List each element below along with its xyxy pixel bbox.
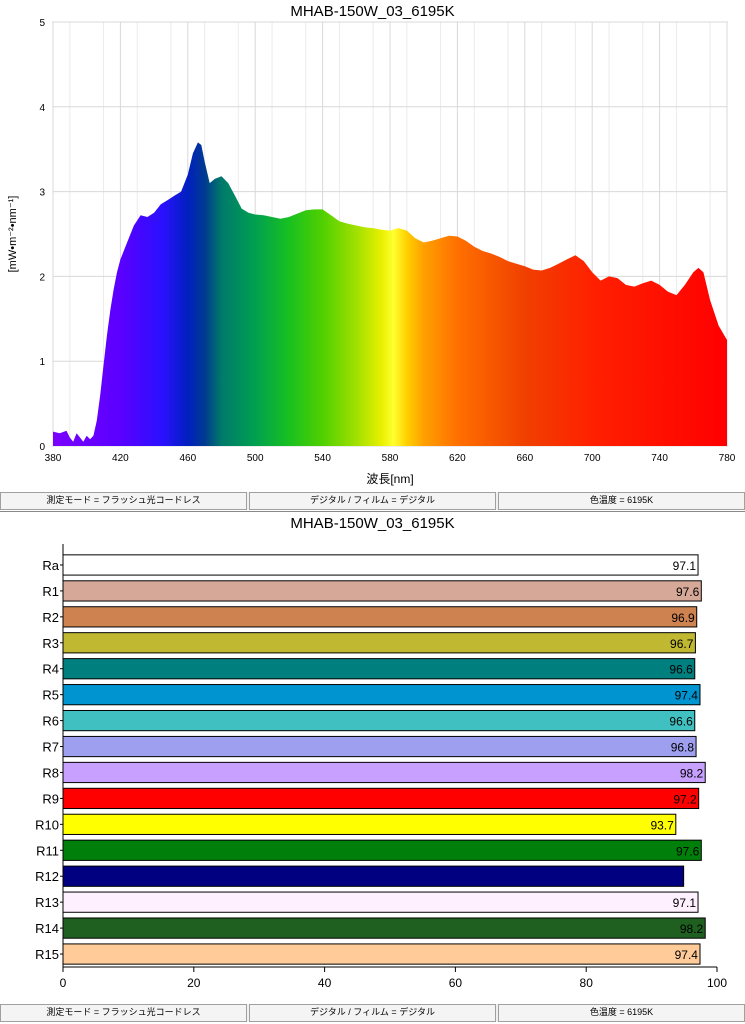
value-label: 97.6 [676,844,700,858]
bar-r9 [62,787,700,810]
category-label: R7 [42,740,59,755]
spectrum-panel: MHAB-150W_03_6195K 380 420 460 500 540 580 620… [0,3,745,510]
bar-r3 [62,632,696,654]
category-label: R10 [35,817,59,832]
category-label: R3 [42,636,59,651]
value-label: 96.9 [671,611,695,625]
panel-divider [0,511,745,512]
x-axis-label: 波長[nm] [366,472,413,486]
x-tick-label: 500 [247,453,264,464]
bar-r11 [62,839,702,861]
status-bar-bottom: 測定モード = フラッシュ光コードレス デジタル / フィルム = デジタル 色… [0,1004,745,1022]
x-tick-label: 620 [449,453,466,464]
category-label: R11 [36,843,59,858]
x-tick-label: 660 [516,453,533,464]
category-label: Ra [42,558,59,573]
bar-r5 [62,684,701,706]
x-tick-label: 20 [187,976,201,990]
category-label: R9 [42,791,59,806]
bar-r2 [62,606,698,628]
bar-r10 [62,813,677,835]
spectrum-chart: 380 420 460 500 540 580 620 660 700 740 780 0 1 2 3 4 5 波… [7,18,736,486]
value-label: 97.2 [673,792,697,806]
status-digital: デジタル / フィルム = デジタル [249,492,496,510]
x-tick-label: 740 [651,453,668,464]
bar-r14 [62,917,706,939]
x-tick-label: 580 [382,453,399,464]
bar-r12 [62,865,685,887]
category-label: R14 [35,921,59,936]
x-tick-label: 100 [707,976,727,990]
category-label: R15 [35,947,59,962]
y-tick-label: 2 [39,272,45,283]
status-mode: 測定モード = フラッシュ光コードレス [0,492,247,510]
value-label: 96.8 [671,741,695,755]
value-label: 97.4 [675,689,699,703]
value-label: 97.1 [673,559,697,573]
x-tick-label: 540 [314,453,331,464]
bar-r7 [62,735,697,758]
status-mode: 測定モード = フラッシュ光コードレス [0,1004,247,1022]
value-label: 96.6 [669,715,693,729]
category-label: R12 [35,869,59,884]
x-tick-label: 380 [45,453,62,464]
value-label: 96.6 [669,663,693,677]
cri-chart-title: MHAB-150W_03_6195K [290,515,455,532]
value-label: 96.7 [670,637,694,651]
status-digital: デジタル / フィルム = デジタル [249,1004,496,1022]
bar-r15 [62,943,701,965]
value-label: 97.4 [675,948,699,962]
y-tick-label: 3 [39,188,45,199]
value-label: 97.1 [673,896,697,910]
x-tick-label: 60 [449,976,463,990]
y-tick-label: 4 [39,103,45,114]
x-tick-label: 460 [179,453,196,464]
x-tick-label: 420 [112,453,129,464]
category-label: R2 [42,610,59,625]
category-label: R13 [35,895,59,910]
bar-r1 [62,580,702,602]
bar-r13 [62,891,699,913]
cri-chart: 0 20 40 60 80 100 Ra 97.1 R1 97.6 R2 96.9 R3 96.7 R4 96… [35,544,727,990]
category-label: R4 [42,662,59,677]
bar-r4 [62,658,696,680]
category-label: R1 [42,584,59,599]
status-bar-top: 測定モード = フラッシュ光コードレス デジタル / フィルム = デジタル 色… [0,492,745,510]
category-label: R5 [42,688,59,703]
bar-ra [62,554,699,576]
y-tick-label: 5 [39,18,45,29]
spectrum-area [53,142,727,446]
status-color-temp: 色温度 = 6195K [498,1004,745,1022]
y-tick-label: 1 [39,357,45,368]
bar-r6 [62,709,696,732]
category-label: R6 [42,714,59,729]
status-color-temp: 色温度 = 6195K [498,492,745,510]
x-tick-label: 700 [584,453,601,464]
bar-r8 [62,761,706,784]
x-tick-label: 780 [719,453,736,464]
x-tick-label: 40 [318,976,332,990]
cri-panel: MHAB-150W_03_6195K 0 20 40 60 80 100 Ra 97.1 R1 9… [0,512,745,1024]
y-axis-label: [mW•m⁻²•nm⁻¹] [7,196,19,273]
spectrum-chart-title: MHAB-150W_03_6195K [290,3,455,20]
category-label: R8 [42,765,59,780]
value-label: 97.6 [676,585,700,599]
value-label: 98.2 [680,766,704,780]
y-tick-label: 0 [39,442,45,453]
value-label: 98.2 [680,922,704,936]
x-tick-label: 80 [580,976,594,990]
x-tick-label: 0 [60,976,67,990]
value-label: 93.7 [650,818,674,832]
